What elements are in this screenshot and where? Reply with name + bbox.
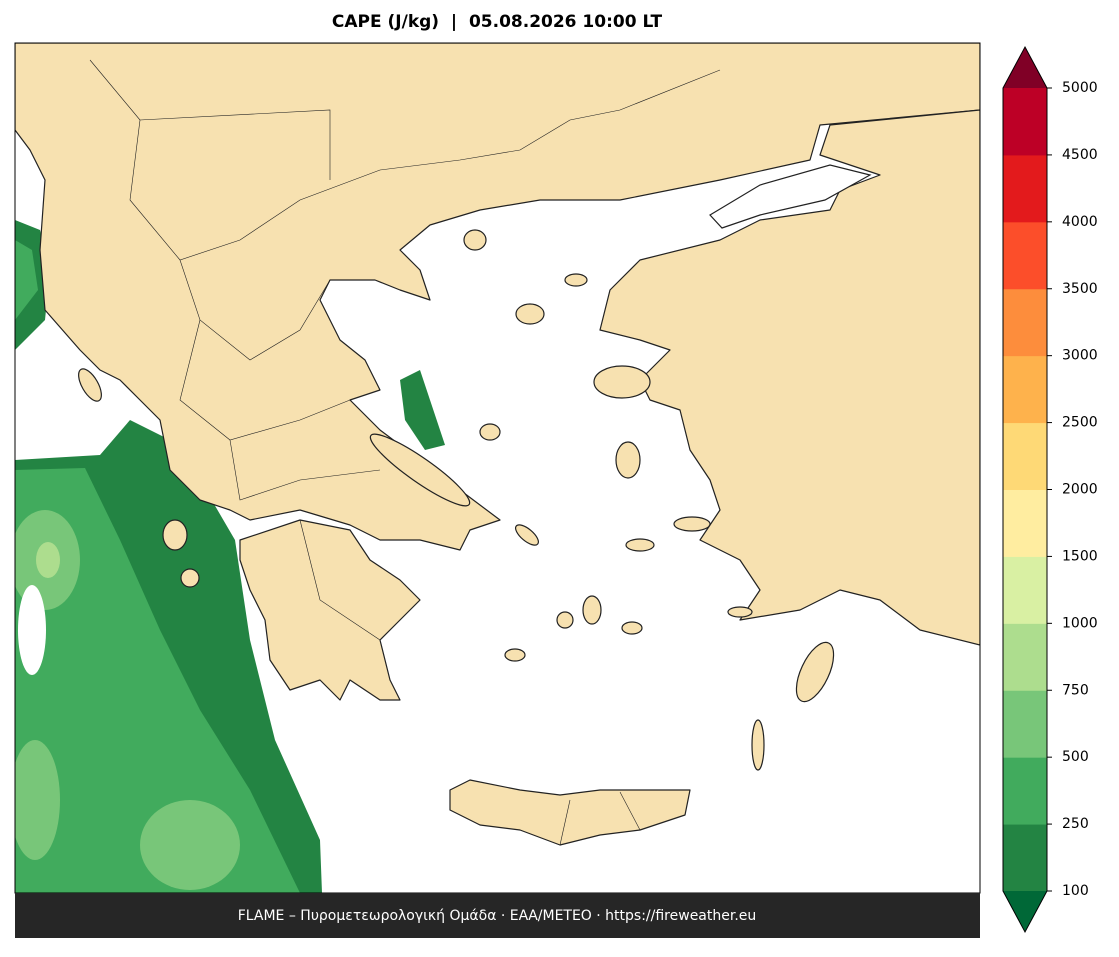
colorbar-tick-label: 4000 — [1062, 214, 1098, 230]
colorbar-band — [1003, 824, 1047, 892]
colorbar-band — [1003, 489, 1047, 557]
colorbar: 100 250 500 750 1000 1500 2000 2500 3000 3500 4000… — [1002, 45, 1098, 934]
crete — [449, 779, 691, 846]
colorbar-tick-label: 1000 — [1062, 615, 1098, 631]
colorbar-tick-label: 3500 — [1062, 281, 1098, 297]
anatolia — [599, 109, 980, 646]
colorbar-band — [1003, 88, 1047, 156]
colorbar-band — [1003, 355, 1047, 424]
colorbar-tick-label: 4500 — [1062, 147, 1098, 163]
colorbar-band — [1003, 221, 1047, 290]
colorbar-tick-label: 250 — [1062, 816, 1089, 832]
footer-text: FLAME – Πυρομετεωρολογική Ομάδα · ΕΑΑ/ME… — [238, 908, 757, 924]
colorbar-over — [1003, 47, 1047, 88]
colorbar-tick-label: 2500 — [1062, 415, 1098, 431]
marmara — [709, 164, 872, 229]
colorbar-under — [1003, 891, 1047, 932]
colorbar-tick-label: 100 — [1062, 883, 1089, 899]
colorbar-band — [1003, 288, 1047, 357]
colorbar-tick-label: 3000 — [1062, 348, 1098, 364]
colorbar-band — [1003, 757, 1047, 825]
colorbar-tick-label: 5000 — [1062, 80, 1098, 96]
map-title: CAPE (J/kg) | 05.08.2026 10:00 LT — [332, 12, 663, 32]
borders — [89, 59, 721, 846]
colorbar-band — [1003, 422, 1047, 490]
colorbar-tick-label: 500 — [1062, 749, 1089, 765]
colorbar-band — [1003, 623, 1047, 691]
footer-bar — [15, 893, 980, 938]
colorbar-band — [1003, 690, 1047, 758]
islands — [78, 229, 835, 771]
colorbar-tick-label: 2000 — [1062, 482, 1098, 498]
colorbar-tick-label: 750 — [1062, 682, 1089, 698]
peloponnese — [239, 519, 421, 701]
colorbar-band — [1003, 556, 1047, 624]
colorbar-band — [1003, 154, 1047, 223]
colorbar-tick-label: 1500 — [1062, 548, 1098, 564]
map — [15, 43, 980, 893]
